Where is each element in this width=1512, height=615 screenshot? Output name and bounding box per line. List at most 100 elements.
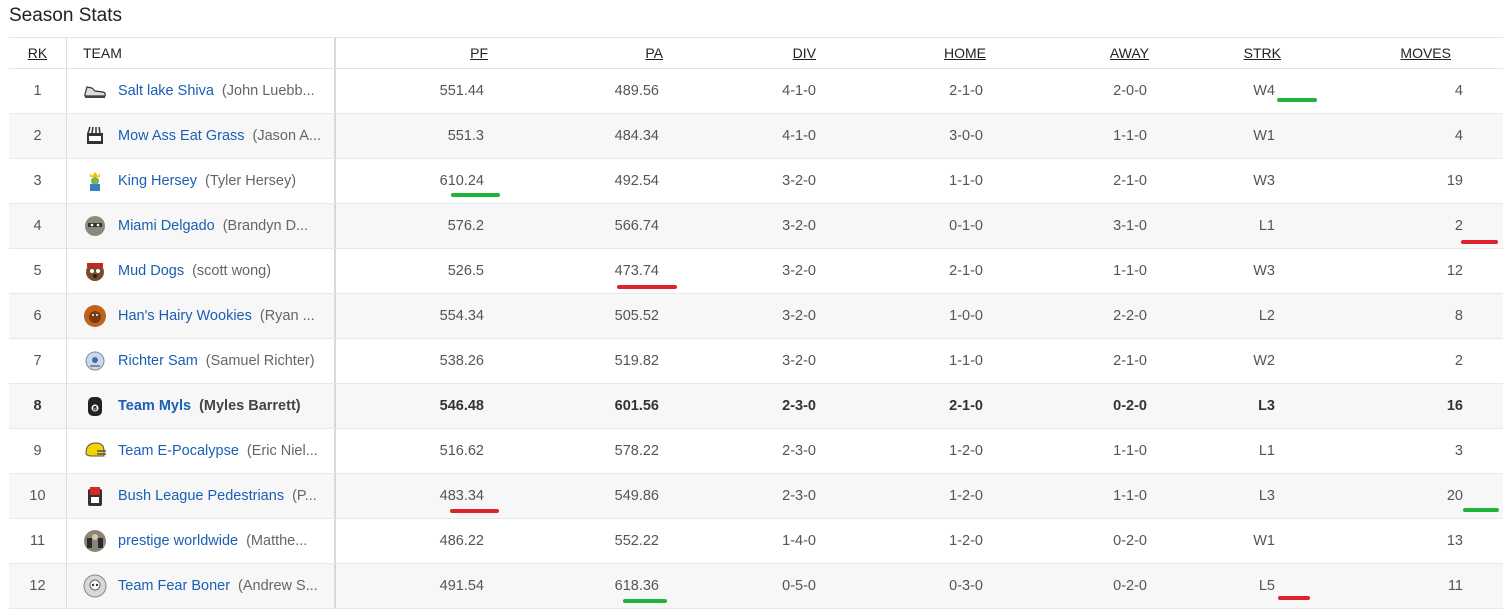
pf-cell: 483.34 — [439, 488, 484, 504]
owner-name: (P... — [292, 488, 317, 504]
team-name-link[interactable]: Salt lake Shiva — [118, 83, 214, 99]
moves-cell: 19 — [1446, 173, 1463, 189]
team-cell: Mow Ass Eat Grass (Jason A... — [66, 114, 336, 158]
pf-cell: 516.62 — [439, 443, 484, 459]
pa-cell: 601.56 — [614, 398, 659, 414]
eight-ball-icon: 8 — [83, 394, 107, 418]
col-header-pf[interactable]: PF — [470, 45, 488, 61]
pf-cell: 551.44 — [439, 83, 484, 99]
team-name-link[interactable]: Han's Hairy Wookies — [118, 308, 252, 324]
moves-cell: 20 — [1446, 488, 1463, 504]
rank-cell: 11 — [29, 533, 46, 549]
away-cell: 2-2-0 — [1113, 308, 1147, 324]
away-cell: 1-1-0 — [1113, 128, 1147, 144]
away-cell: 1-1-0 — [1113, 443, 1147, 459]
highlight-mark-strk-1 — [1277, 98, 1317, 102]
team-name-link[interactable]: Mud Dogs — [118, 263, 185, 279]
col-header-div[interactable]: DIV — [792, 45, 816, 61]
highlight-mark-moves-10 — [1463, 508, 1499, 512]
highlight-mark-moves-4 — [1461, 240, 1498, 244]
table-row: 8 8 Team Myls (Myles Barrett) 546.48 601.… — [9, 384, 1503, 429]
col-header-home[interactable]: HOME — [944, 45, 986, 61]
col-header-moves[interactable]: MOVES — [1400, 45, 1451, 61]
pa-cell: 505.52 — [614, 308, 659, 324]
team-name-link[interactable]: Bush League Pedestrians — [118, 488, 285, 504]
team-name-link[interactable]: Team E-Pocalypse — [118, 443, 239, 459]
home-cell: 3-0-0 — [949, 128, 983, 144]
robot-icon — [83, 349, 107, 373]
away-cell: 2-0-0 — [1113, 83, 1147, 99]
team-name-link[interactable]: King Hersey — [118, 173, 197, 189]
away-cell: 2-1-0 — [1113, 173, 1147, 189]
table-row: 9 Team E-Pocalypse (Eric Niel... 516.62 5… — [9, 429, 1503, 474]
owner-name: (Jason A... — [252, 128, 322, 144]
div-cell: 3-2-0 — [782, 263, 816, 279]
rank-cell: 6 — [33, 308, 42, 324]
col-header-away[interactable]: AWAY — [1109, 45, 1149, 61]
moves-cell: 8 — [1454, 308, 1463, 324]
away-cell: 0-2-0 — [1113, 398, 1147, 414]
div-cell: 2-3-0 — [782, 488, 816, 504]
pf-cell: 526.5 — [447, 263, 484, 279]
table-row: 4 Miami Delgado (Brandyn D... 576.2 566.7… — [9, 204, 1503, 249]
pf-cell: 486.22 — [439, 533, 484, 549]
strk-cell: W1 — [1253, 533, 1275, 549]
div-cell: 3-2-0 — [782, 173, 816, 189]
div-cell: 2-3-0 — [782, 443, 816, 459]
strk-cell: L3 — [1258, 398, 1275, 414]
team-cell: Salt lake Shiva (John Luebb... — [66, 69, 336, 113]
div-cell: 2-3-0 — [782, 398, 816, 414]
team-cell: Mud Dogs (scott wong) — [66, 249, 336, 293]
sneaker-icon — [83, 79, 107, 103]
cup-icon — [83, 484, 107, 508]
owner-name: (Samuel Richter) — [205, 353, 315, 369]
team-name-link[interactable]: prestige worldwide — [118, 533, 239, 549]
highlight-mark-strk-12 — [1278, 596, 1310, 600]
team-cell: King Hersey (Tyler Hersey) — [66, 159, 336, 203]
home-cell: 1-1-0 — [949, 173, 983, 189]
team-name-link[interactable]: Mow Ass Eat Grass — [118, 128, 245, 144]
away-cell: 3-1-0 — [1113, 218, 1147, 234]
team-cell: Richter Sam (Samuel Richter) — [66, 339, 336, 383]
owner-name: (Andrew S... — [238, 578, 318, 594]
owner-name: (Matthe... — [246, 533, 308, 549]
col-header-strk[interactable]: STRK — [1243, 45, 1281, 61]
team-cell: prestige worldwide (Matthe... — [66, 519, 336, 563]
team-name-link[interactable]: Richter Sam — [118, 353, 198, 369]
strk-cell: W3 — [1253, 173, 1275, 189]
pa-cell: 566.74 — [614, 218, 659, 234]
table-row: 1 Salt lake Shiva (John Luebb... 551.44 4… — [9, 69, 1503, 114]
pa-cell: 552.22 — [614, 533, 659, 549]
home-cell: 1-2-0 — [949, 533, 983, 549]
team-name-link[interactable]: Miami Delgado — [118, 218, 215, 234]
pf-cell: 576.2 — [447, 218, 484, 234]
div-cell: 0-5-0 — [782, 578, 816, 594]
div-cell: 4-1-0 — [782, 83, 816, 99]
lawnmower-icon — [83, 124, 107, 148]
wookie-icon — [83, 304, 107, 328]
team-name-link[interactable]: Team Fear Boner — [118, 578, 231, 594]
col-header-rk[interactable]: RK — [27, 45, 48, 61]
away-cell: 1-1-0 — [1113, 263, 1147, 279]
strk-cell: L5 — [1258, 578, 1275, 594]
owner-name: (Myles Barrett) — [199, 398, 301, 414]
team-name-link[interactable]: Team Myls — [118, 398, 192, 414]
owner-name: (John Luebb... — [221, 83, 315, 99]
col-header-pa[interactable]: PA — [645, 45, 663, 61]
div-cell: 1-4-0 — [782, 533, 816, 549]
div-cell: 3-2-0 — [782, 218, 816, 234]
strk-cell: W3 — [1253, 263, 1275, 279]
highlight-mark-pf-10 — [450, 509, 499, 513]
team-cell: Han's Hairy Wookies (Ryan ... — [66, 294, 336, 338]
owner-name: (Brandyn D... — [222, 218, 309, 234]
table-row: 3 King Hersey (Tyler Hersey) 610.24 492.5… — [9, 159, 1503, 204]
pa-cell: 484.34 — [614, 128, 659, 144]
pf-cell: 491.54 — [439, 578, 484, 594]
team-cell: Team E-Pocalypse (Eric Niel... — [66, 429, 336, 473]
svg-text:8: 8 — [93, 406, 97, 413]
table-row: 11 prestige worldwide (Matthe... 486.22 5… — [9, 519, 1503, 564]
highlight-mark-pf-3 — [451, 193, 500, 197]
home-cell: 0-3-0 — [949, 578, 983, 594]
pf-cell: 610.24 — [439, 173, 484, 189]
rank-cell: 7 — [33, 353, 42, 369]
